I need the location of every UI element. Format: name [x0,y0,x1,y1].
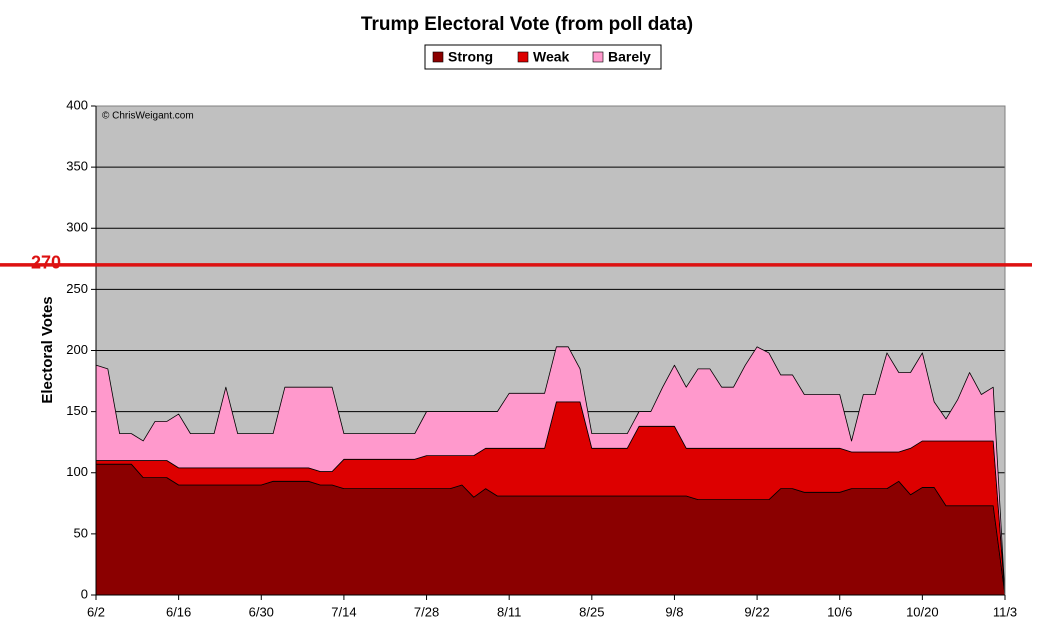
legend-swatch [432,51,444,63]
x-tick-label: 7/28 [414,604,439,619]
x-tick-label: 9/22 [744,604,769,619]
legend-box [424,44,662,70]
x-tick-label: 10/6 [827,604,852,619]
y-tick-label: 50 [74,525,88,540]
y-tick-label: 0 [81,586,88,601]
legend-label: Barely [608,49,651,65]
threshold-label: 270 [31,253,61,273]
x-tick-label: 6/2 [87,604,105,619]
legend-swatch [517,51,529,63]
area [95,346,1006,596]
x-tick-label: 8/25 [579,604,604,619]
x-tick-label: 10/20 [906,604,939,619]
x-tick-label: 6/30 [249,604,274,619]
x-tick-label: 7/14 [331,604,356,619]
chart-title: Trump Electoral Vote (from poll data) [361,14,693,35]
y-tick-label: 150 [66,403,88,418]
y-tick-label: 100 [66,464,88,479]
y-tick-label: 300 [66,220,88,235]
x-tick-label: 11/3 [993,604,1017,619]
y-tick-label: 350 [66,159,88,174]
annotation: © ChrisWeigant.com [102,111,194,122]
legend-swatch [592,51,604,63]
y-tick-label: 200 [66,342,88,357]
legend-label: Strong [448,49,493,65]
x-tick-label: 8/11 [497,604,521,619]
y-tick-label: 400 [66,97,88,112]
y-tick-label: 250 [66,281,88,296]
legend-label: Weak [533,49,570,65]
x-tick-label: 6/16 [166,604,191,619]
x-tick-label: 9/8 [665,604,683,619]
y-axis-label: Electoral Votes [39,296,56,403]
